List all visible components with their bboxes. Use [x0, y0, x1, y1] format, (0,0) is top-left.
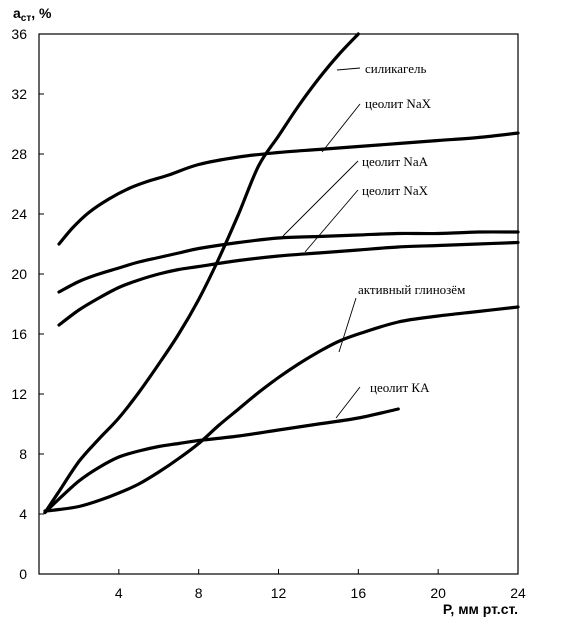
label-leader-line [282, 160, 359, 237]
series-line [57, 230, 520, 294]
label-leaders [282, 67, 361, 419]
x-axis-title: P, мм рт.ст. [443, 601, 518, 617]
series-line [43, 32, 360, 515]
y-tick-label: 4 [19, 506, 27, 522]
label-leader-line [336, 67, 361, 71]
label-leader-line [338, 297, 357, 353]
label-leader-line [335, 386, 361, 419]
y-tick-label: 32 [11, 86, 27, 102]
y-tick-label: 12 [11, 386, 27, 402]
y-tick-label: 20 [11, 266, 27, 282]
series-line [57, 131, 520, 246]
series-label: силикагель [365, 61, 426, 76]
series-label: цеолит КА [370, 380, 430, 395]
series-line [43, 305, 520, 513]
series-labels: силикагель цеолит NaX цеолит NaA цеолит NaX… [358, 61, 465, 395]
label-leader-line [321, 103, 361, 153]
x-tick-label: 4 [115, 585, 123, 601]
y-tick-label: 24 [11, 206, 27, 222]
series-label: цеолит NaX [365, 96, 432, 111]
y-axis-title: aст, % [13, 5, 52, 24]
x-tick-label: 24 [510, 585, 526, 601]
series-curves [43, 32, 520, 515]
y-tick-label: 36 [11, 26, 27, 42]
y-tick-label: 16 [11, 326, 27, 342]
x-tick-label: 8 [195, 585, 203, 601]
series-line [57, 240, 520, 327]
x-axis: 4 8 12 16 20 24 [115, 569, 526, 601]
x-tick-label: 12 [271, 585, 287, 601]
x-tick-label: 16 [351, 585, 367, 601]
y-axis: 0 4 8 12 16 20 24 28 32 36 [11, 26, 44, 582]
y-tick-label: 0 [19, 566, 27, 582]
y-tick-label: 28 [11, 146, 27, 162]
y-tick-label: 8 [19, 446, 27, 462]
series-label: активный глинозём [358, 282, 465, 297]
series-label: цеолит NaX [362, 183, 429, 198]
plot-frame [38, 33, 519, 575]
series-label: цеолит NaA [362, 154, 429, 169]
x-tick-label: 20 [430, 585, 446, 601]
series-line [43, 407, 400, 515]
label-leader-line [304, 189, 359, 253]
